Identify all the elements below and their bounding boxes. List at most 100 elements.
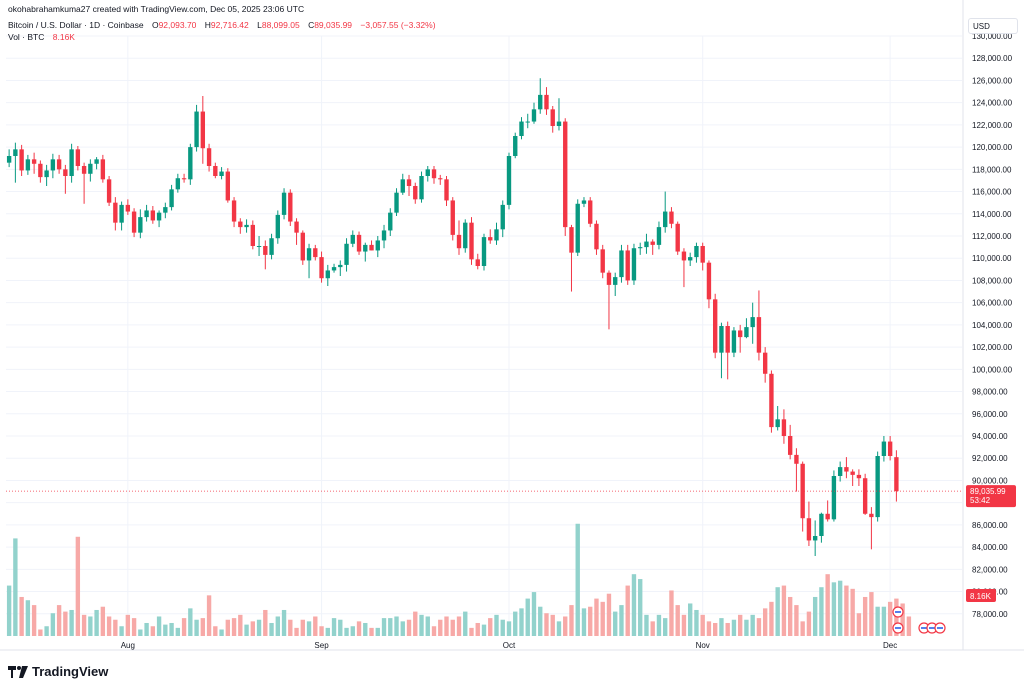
volume-bar [494, 614, 499, 636]
volume-bar [887, 601, 893, 636]
volume-bar [38, 629, 43, 636]
volume-bar [625, 585, 630, 636]
candle-body [588, 200, 593, 224]
candle-body [456, 234, 462, 249]
y-tick-label: 94,000.00 [972, 432, 1008, 441]
candle-body [119, 204, 124, 223]
candle-body [806, 518, 812, 541]
candle-body [256, 246, 262, 247]
candle-body [544, 94, 549, 110]
volume-bar [44, 626, 49, 636]
candle-body [38, 163, 43, 178]
volume-bar [400, 621, 405, 636]
volume-bar [344, 627, 349, 636]
volume-bar [812, 596, 818, 636]
close-label: C [308, 20, 315, 30]
candle-body [525, 121, 530, 123]
change-value: −3,057.55 (−3.32%) [360, 20, 436, 30]
candle-body [675, 223, 680, 252]
high-label: H [204, 20, 211, 30]
candle-body [419, 176, 424, 200]
volume-bar [131, 618, 137, 636]
candle-body [875, 456, 880, 518]
volume-bar [300, 619, 305, 636]
volume-bar [175, 627, 181, 636]
volume-bar [781, 585, 787, 636]
currency-selector[interactable]: USD [968, 18, 1018, 34]
last-price-badge [966, 485, 1016, 508]
candle-body [550, 109, 555, 126]
volume-bar [606, 593, 612, 636]
candle-body [438, 178, 443, 180]
volume-bar [394, 616, 399, 636]
volume-bar [519, 608, 524, 636]
volume-bar [694, 609, 699, 636]
candle-body [325, 270, 330, 279]
volume-bar [163, 624, 168, 636]
candle-body [669, 211, 674, 224]
candle-body [75, 149, 81, 166]
candle-body [388, 212, 393, 231]
volume-bar [700, 614, 705, 636]
volume-bar [181, 618, 187, 636]
candle-body [725, 326, 730, 353]
candle-body [506, 156, 512, 205]
volume-bar [650, 621, 655, 636]
candle-body [219, 171, 224, 176]
volume-label[interactable]: Vol · BTC [8, 32, 45, 42]
y-tick-label: 116,000.00 [972, 188, 1012, 197]
volume-bar [862, 596, 868, 636]
candle-body [350, 234, 355, 244]
open-value: 92,093.70 [158, 20, 197, 30]
candle-body [531, 109, 537, 122]
candle-body [613, 277, 618, 285]
volume-bar [762, 608, 768, 636]
candle-body [244, 224, 249, 228]
y-tick-label: 108,000.00 [972, 276, 1013, 285]
volume-bar [256, 619, 262, 636]
volume-bar [231, 618, 237, 636]
volume-bar [25, 600, 31, 636]
volume-bar [81, 614, 87, 636]
volume-bar [506, 621, 512, 636]
volume-bar [438, 619, 443, 636]
volume-bar [238, 614, 243, 636]
volume-bar [269, 622, 274, 636]
candle-body [750, 317, 755, 328]
volume-bar [169, 622, 174, 636]
candle-body [894, 457, 899, 492]
candle-body [381, 230, 387, 241]
symbol-name[interactable]: Bitcoin / U.S. Dollar · 1D · Coinbase [8, 20, 144, 30]
volume-bar [656, 614, 662, 636]
volume-bar [750, 614, 755, 636]
volume-bar [119, 626, 124, 636]
volume-bar [56, 605, 62, 636]
candle-body [881, 441, 887, 456]
x-tick-label: Aug [121, 641, 135, 650]
volume-legend: Vol · BTC 8.16K [8, 32, 75, 42]
y-tick-label: 104,000.00 [972, 321, 1013, 330]
volume-bar [50, 613, 56, 636]
volume-bar [456, 616, 462, 636]
candle-body [344, 243, 349, 265]
candle-body [600, 249, 605, 273]
tradingview-logo[interactable]: TradingView [8, 664, 108, 679]
y-tick-label: 130,000.00 [972, 32, 1013, 41]
x-tick-label: Dec [883, 641, 897, 650]
candle-body [25, 159, 31, 171]
candle-body [356, 234, 362, 252]
candle-body [837, 467, 843, 476]
candle-body [400, 179, 405, 193]
candle-body [862, 478, 868, 514]
y-tick-label: 126,000.00 [972, 76, 1013, 85]
candle-body [150, 210, 156, 221]
candle-body [169, 189, 174, 208]
volume-bar [338, 619, 343, 636]
candle-body [681, 251, 687, 261]
candle-body [275, 214, 280, 239]
candle-body [288, 192, 293, 222]
candle-body [556, 121, 562, 126]
volume-bar [313, 616, 318, 636]
candle-body [6, 156, 12, 163]
